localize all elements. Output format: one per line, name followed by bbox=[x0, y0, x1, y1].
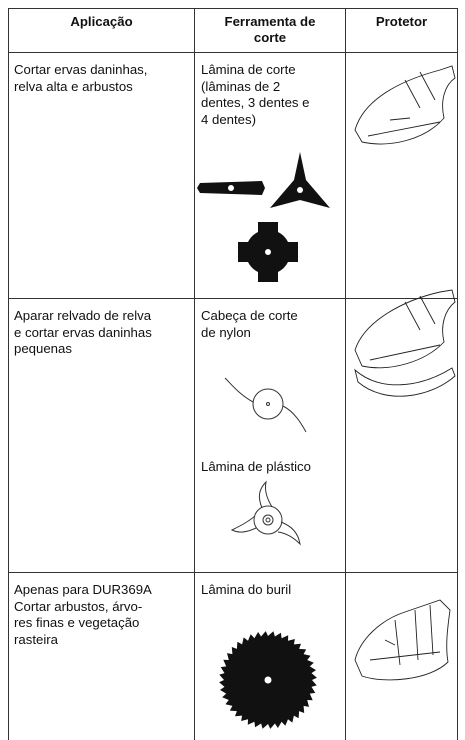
cell-text: (lâminas de 2 bbox=[201, 78, 281, 94]
cell-text: Apenas para DUR369A bbox=[14, 582, 152, 597]
cell-text: relva alta e arbustos bbox=[14, 78, 133, 94]
cell-text: Lâmina de plástico bbox=[201, 459, 311, 474]
header-cell: Protetor bbox=[375, 14, 428, 29]
cell-text: Cortar arbustos, árvo- bbox=[14, 598, 143, 614]
header-cell: Ferramenta de corte bbox=[224, 14, 316, 45]
header-cell: Aplicação bbox=[70, 14, 133, 29]
cell-text: e cortar ervas daninhas bbox=[14, 324, 152, 340]
cell-text: Lâmina de corte bbox=[201, 62, 296, 77]
cell-text: rasteira bbox=[14, 631, 58, 647]
cell-text: pequenas bbox=[14, 341, 72, 356]
cell-text: dentes, 3 dentes e bbox=[201, 95, 310, 110]
cell-text: res finas e vegetação bbox=[14, 615, 140, 630]
cell-text: 4 dentes) bbox=[201, 111, 256, 127]
cell-text: de nylon bbox=[201, 324, 251, 340]
cell-text: Aparar relvado de relva bbox=[14, 308, 152, 323]
cell-text: Cortar ervas daninhas, bbox=[14, 62, 148, 77]
cell-text: Cabeça de corte bbox=[201, 308, 298, 323]
cell-text: Lâmina do buril bbox=[201, 582, 292, 597]
